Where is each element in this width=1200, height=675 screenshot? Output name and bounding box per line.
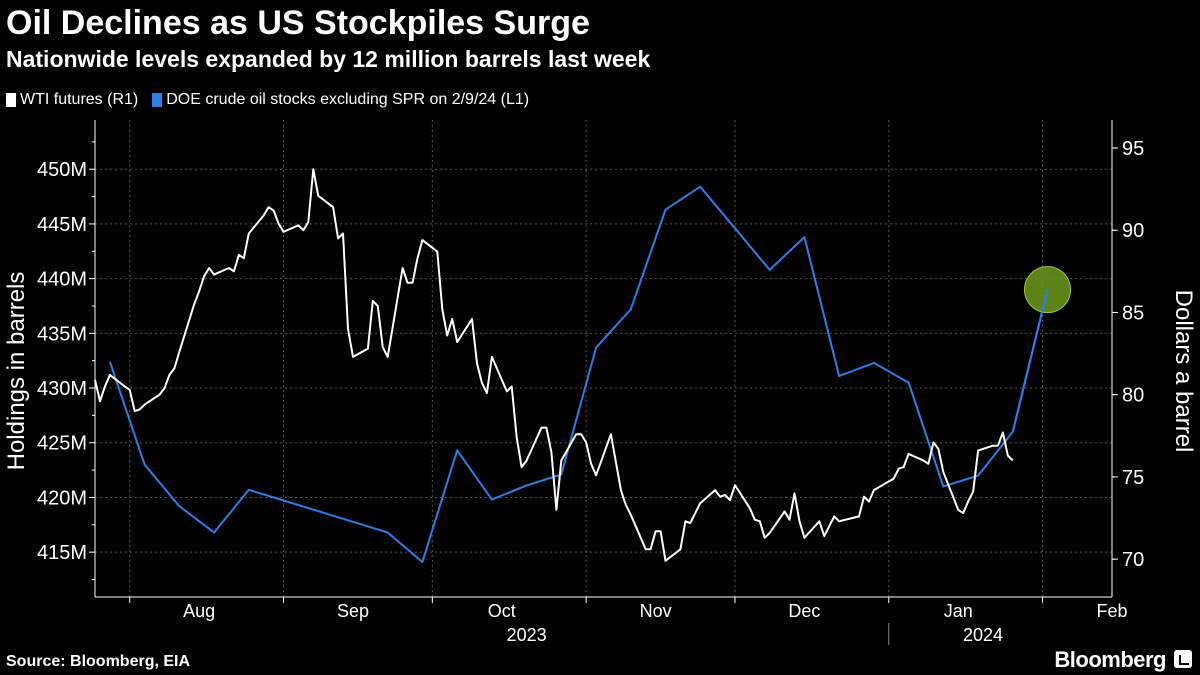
right-tick-label: 95 xyxy=(1122,138,1144,160)
annotations xyxy=(1011,266,1072,433)
x-tick-label: Oct xyxy=(488,601,516,621)
x-tick-label: Sep xyxy=(337,601,369,621)
axes: 415M 420M 425M 430M 435M 440M 445M 450M 70 75 80 85… xyxy=(37,120,1144,645)
crude-stocks-line xyxy=(108,185,1049,563)
right-tick-label: 70 xyxy=(1122,549,1144,571)
left-tick-label: 425M xyxy=(37,433,87,455)
x-tick-label: Jan xyxy=(944,601,973,621)
year-label: 2024 xyxy=(963,625,1003,645)
x-tick-label: Feb xyxy=(1096,601,1127,621)
x-tick-label: Dec xyxy=(788,601,820,621)
left-tick-label: 445M xyxy=(37,214,87,236)
terminal-icon xyxy=(1174,650,1192,668)
chart-subtitle: Nationwide levels expanded by 12 million… xyxy=(6,46,651,72)
legend-swatch-stocks xyxy=(152,93,163,107)
right-tick-label: 90 xyxy=(1122,220,1144,242)
right-tick-label: 75 xyxy=(1122,467,1144,489)
left-tick-label: 435M xyxy=(37,323,87,345)
highlight-circle xyxy=(1024,266,1072,314)
right-tick-label: 80 xyxy=(1122,385,1144,407)
legend-item-stocks: DOE crude oil stocks excluding SPR on 2/… xyxy=(152,90,529,110)
right-tick-label: 85 xyxy=(1122,302,1144,324)
left-tick-label: 430M xyxy=(37,378,87,400)
brand-logo: Bloomberg xyxy=(1054,647,1166,672)
legend-swatch-wti xyxy=(6,93,16,107)
left-tick-label: 420M xyxy=(37,487,87,509)
legend-label-stocks: DOE crude oil stocks excluding SPR on 2/… xyxy=(166,91,530,108)
left-tick-label: 440M xyxy=(37,269,87,291)
left-axis-label: Holdings in barrels xyxy=(3,272,30,471)
right-axis-label: Dollars a barrel xyxy=(1170,290,1197,453)
chart-legend: WTI futures (R1) DOE crude oil stocks ex… xyxy=(6,90,529,110)
source-note: Source: Bloomberg, EIA xyxy=(6,653,191,670)
series-lines xyxy=(94,168,1049,563)
legend-label-wti: WTI futures (R1) xyxy=(20,91,139,108)
wti-futures-line xyxy=(94,168,1014,562)
left-tick-label: 415M xyxy=(37,542,87,564)
year-label: 2023 xyxy=(507,625,547,645)
left-tick-label: 450M xyxy=(37,159,87,181)
x-tick-label: Nov xyxy=(640,601,672,621)
legend-item-wti: WTI futures (R1) xyxy=(6,90,138,110)
crude-stocks-line-tail xyxy=(1011,289,1049,433)
x-tick-label: Aug xyxy=(183,601,215,621)
chart-title: Oil Declines as US Stockpiles Surge xyxy=(6,4,590,42)
grid-lines xyxy=(95,120,1112,597)
